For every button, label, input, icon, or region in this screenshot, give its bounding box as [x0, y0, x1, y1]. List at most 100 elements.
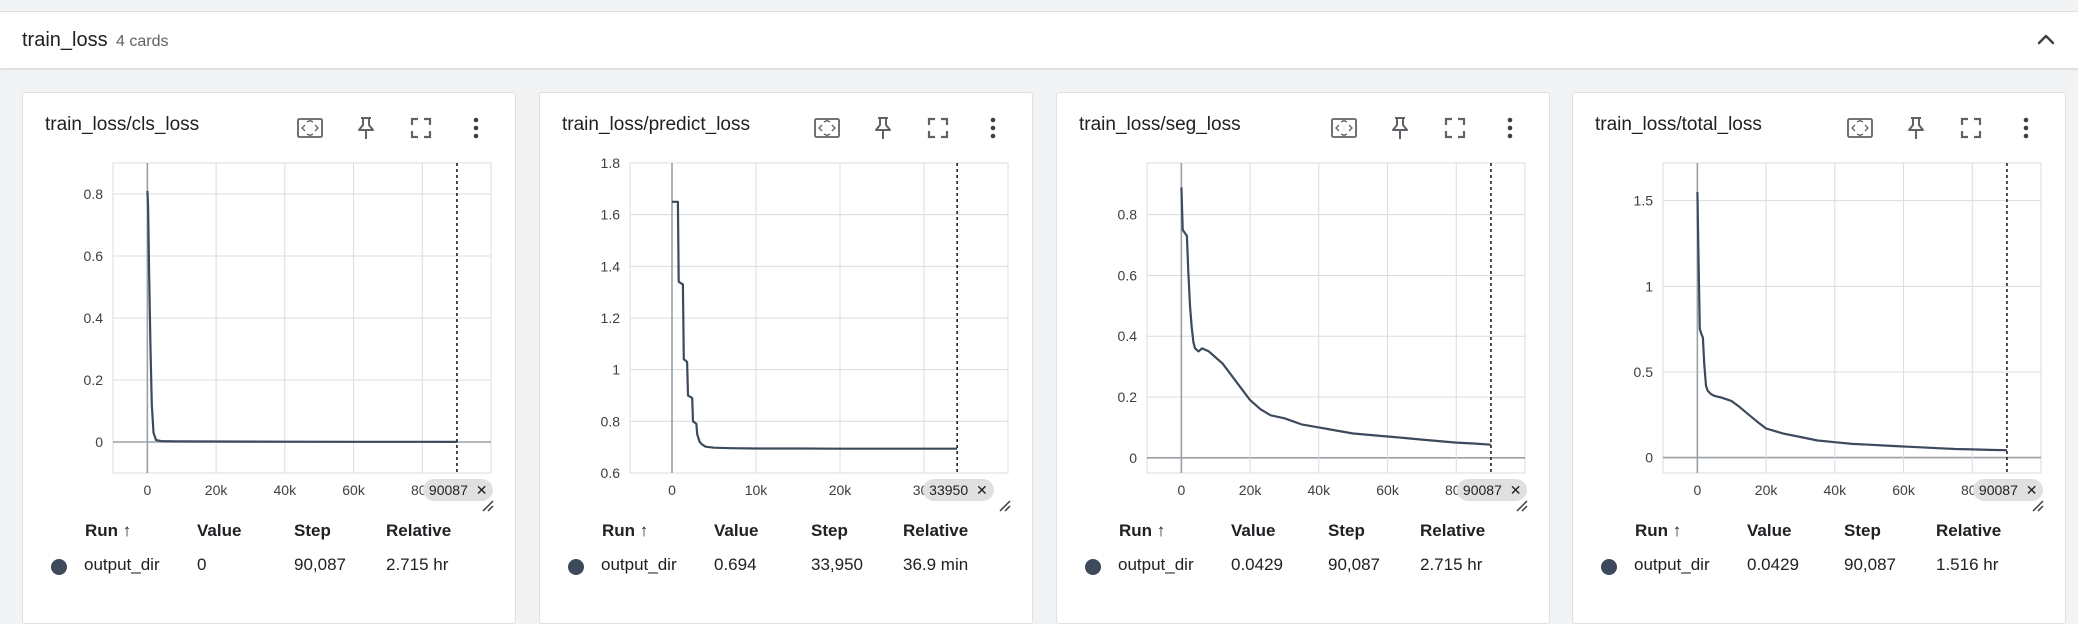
line-chart[interactable]: 00.20.40.60.8020k40k60k80k — [23, 153, 515, 513]
header-step[interactable]: Step — [811, 521, 848, 540]
fullscreen-icon — [1960, 117, 1982, 139]
close-icon[interactable]: ✕ — [976, 482, 988, 498]
header-value[interactable]: Value — [197, 521, 242, 540]
group-title: train_loss — [22, 29, 108, 51]
x-tick-label: 0 — [1177, 482, 1185, 498]
pin-card-button[interactable] — [1383, 111, 1417, 145]
resize-handle-icon[interactable] — [998, 499, 1012, 513]
header-step[interactable]: Step — [1328, 521, 1365, 540]
step-badge-value: 90087 — [1978, 482, 2018, 498]
fit-domain-button[interactable] — [810, 111, 844, 145]
plot-frame — [1662, 162, 2042, 474]
run-value: 0.694 — [714, 555, 757, 574]
more-options-button[interactable] — [2009, 111, 2043, 145]
series-line-0 — [1180, 187, 1491, 446]
line-chart[interactable]: 0.60.811.21.41.61.8010k20k30k — [540, 153, 1032, 513]
more-options-button[interactable] — [976, 111, 1010, 145]
y-tick-label: 1 — [1645, 278, 1653, 294]
card-title: train_loss/cls_loss — [45, 114, 200, 135]
run-step: 90,087 — [1844, 555, 1896, 574]
fullscreen-button[interactable] — [921, 111, 955, 145]
run-color-dot — [568, 559, 584, 575]
resize-handle-icon[interactable] — [481, 499, 495, 513]
run-relative: 1.516 hr — [1936, 555, 1999, 574]
x-tick-label: 20k — [1239, 482, 1263, 498]
fullscreen-button[interactable] — [1438, 111, 1472, 145]
x-tick-label: 60k — [342, 482, 366, 498]
header-run[interactable]: Run ↑ — [602, 521, 648, 541]
header-run[interactable]: Run ↑ — [1119, 521, 1165, 541]
header-step[interactable]: Step — [294, 521, 331, 540]
header-run[interactable]: Run ↑ — [1635, 521, 1681, 541]
x-tick-label: 0 — [668, 482, 676, 498]
y-tick-label: 1.5 — [1634, 193, 1654, 209]
pin-card-button[interactable] — [349, 111, 383, 145]
header-run-label: Run — [1119, 521, 1153, 540]
x-tick-label: 0 — [1693, 482, 1701, 498]
x-tick-label: 40k — [1824, 482, 1848, 498]
plot-frame — [1146, 162, 1526, 474]
pin-card-button[interactable] — [1899, 111, 1933, 145]
pin-card-button[interactable] — [866, 111, 900, 145]
y-tick-label: 0.4 — [1118, 328, 1138, 344]
step-badge[interactable]: 33950 ✕ — [923, 479, 994, 501]
line-chart[interactable]: 00.20.40.60.8020k40k60k80k — [1057, 153, 1549, 513]
run-value: 0.0429 — [1231, 555, 1283, 574]
sort-arrow-icon: ↑ — [1156, 521, 1166, 540]
header-relative[interactable]: Relative — [386, 521, 452, 540]
more-options-button[interactable] — [1493, 111, 1527, 145]
header-step[interactable]: Step — [1844, 521, 1881, 540]
header-relative[interactable]: Relative — [1420, 521, 1486, 540]
y-tick-label: 1.4 — [601, 258, 621, 274]
fullscreen-icon — [410, 117, 432, 139]
x-tick-label: 20k — [205, 482, 229, 498]
close-icon[interactable]: ✕ — [1509, 482, 1522, 498]
fit-domain-button[interactable] — [293, 111, 327, 145]
header-value[interactable]: Value — [1231, 521, 1276, 540]
more-options-button[interactable] — [459, 111, 493, 145]
series-line-0 — [1696, 192, 2007, 452]
more-vert-icon — [2023, 117, 2029, 139]
step-badge[interactable]: 90087 ✕ — [1972, 479, 2044, 501]
fit-domain-button[interactable] — [1327, 111, 1361, 145]
sort-arrow-icon: ↑ — [122, 521, 132, 540]
run-color-dot — [1085, 559, 1101, 575]
y-tick-label: 0.2 — [84, 372, 104, 388]
run-relative: 2.715 hr — [1420, 555, 1483, 574]
fullscreen-button[interactable] — [404, 111, 438, 145]
resize-handle-icon[interactable] — [1515, 499, 1529, 513]
y-tick-label: 1.2 — [601, 310, 621, 326]
header-run[interactable]: Run ↑ — [85, 521, 131, 541]
scalar-card-1: train_loss/predict_loss 0.6 0.8 1 1.2 1.4 — [539, 92, 1033, 624]
more-vert-icon — [473, 117, 479, 139]
header-value[interactable]: Value — [1747, 521, 1792, 540]
line-chart[interactable]: 00.511.5020k40k60k80k — [1573, 153, 2065, 513]
fit-to-data-icon — [1847, 118, 1873, 138]
resize-handle-icon[interactable] — [2031, 499, 2045, 513]
pin-icon — [1908, 117, 1924, 139]
close-icon[interactable]: ✕ — [2025, 482, 2038, 498]
run-color-dot — [1601, 559, 1617, 575]
close-icon[interactable]: ✕ — [475, 482, 488, 498]
y-tick-label: 0 — [1645, 450, 1653, 466]
run-step: 33,950 — [811, 555, 863, 574]
pin-icon — [875, 117, 891, 139]
run-name: output_dir — [1634, 555, 1710, 574]
y-tick-label: 0.6 — [601, 465, 621, 481]
run-step: 90,087 — [1328, 555, 1380, 574]
step-badge[interactable]: 90087 ✕ — [422, 479, 494, 501]
step-badge[interactable]: 90087 ✕ — [1456, 479, 1528, 501]
header-value[interactable]: Value — [714, 521, 759, 540]
header-relative[interactable]: Relative — [1936, 521, 2002, 540]
fullscreen-button[interactable] — [1954, 111, 1988, 145]
fit-domain-button[interactable] — [1843, 111, 1877, 145]
fit-to-data-icon — [814, 118, 840, 138]
scalar-card-3: train_loss/total_loss 0 0.5 1 1.5 0 20k 40k — [1572, 92, 2066, 624]
run-relative: 2.715 hr — [386, 555, 449, 574]
more-vert-icon — [1507, 117, 1513, 139]
collapse-group-button[interactable] — [2032, 26, 2060, 54]
card-title: train_loss/seg_loss — [1079, 114, 1241, 135]
header-relative[interactable]: Relative — [903, 521, 969, 540]
card-title: train_loss/total_loss — [1595, 114, 1762, 135]
y-tick-label: 0.6 — [1118, 267, 1138, 283]
